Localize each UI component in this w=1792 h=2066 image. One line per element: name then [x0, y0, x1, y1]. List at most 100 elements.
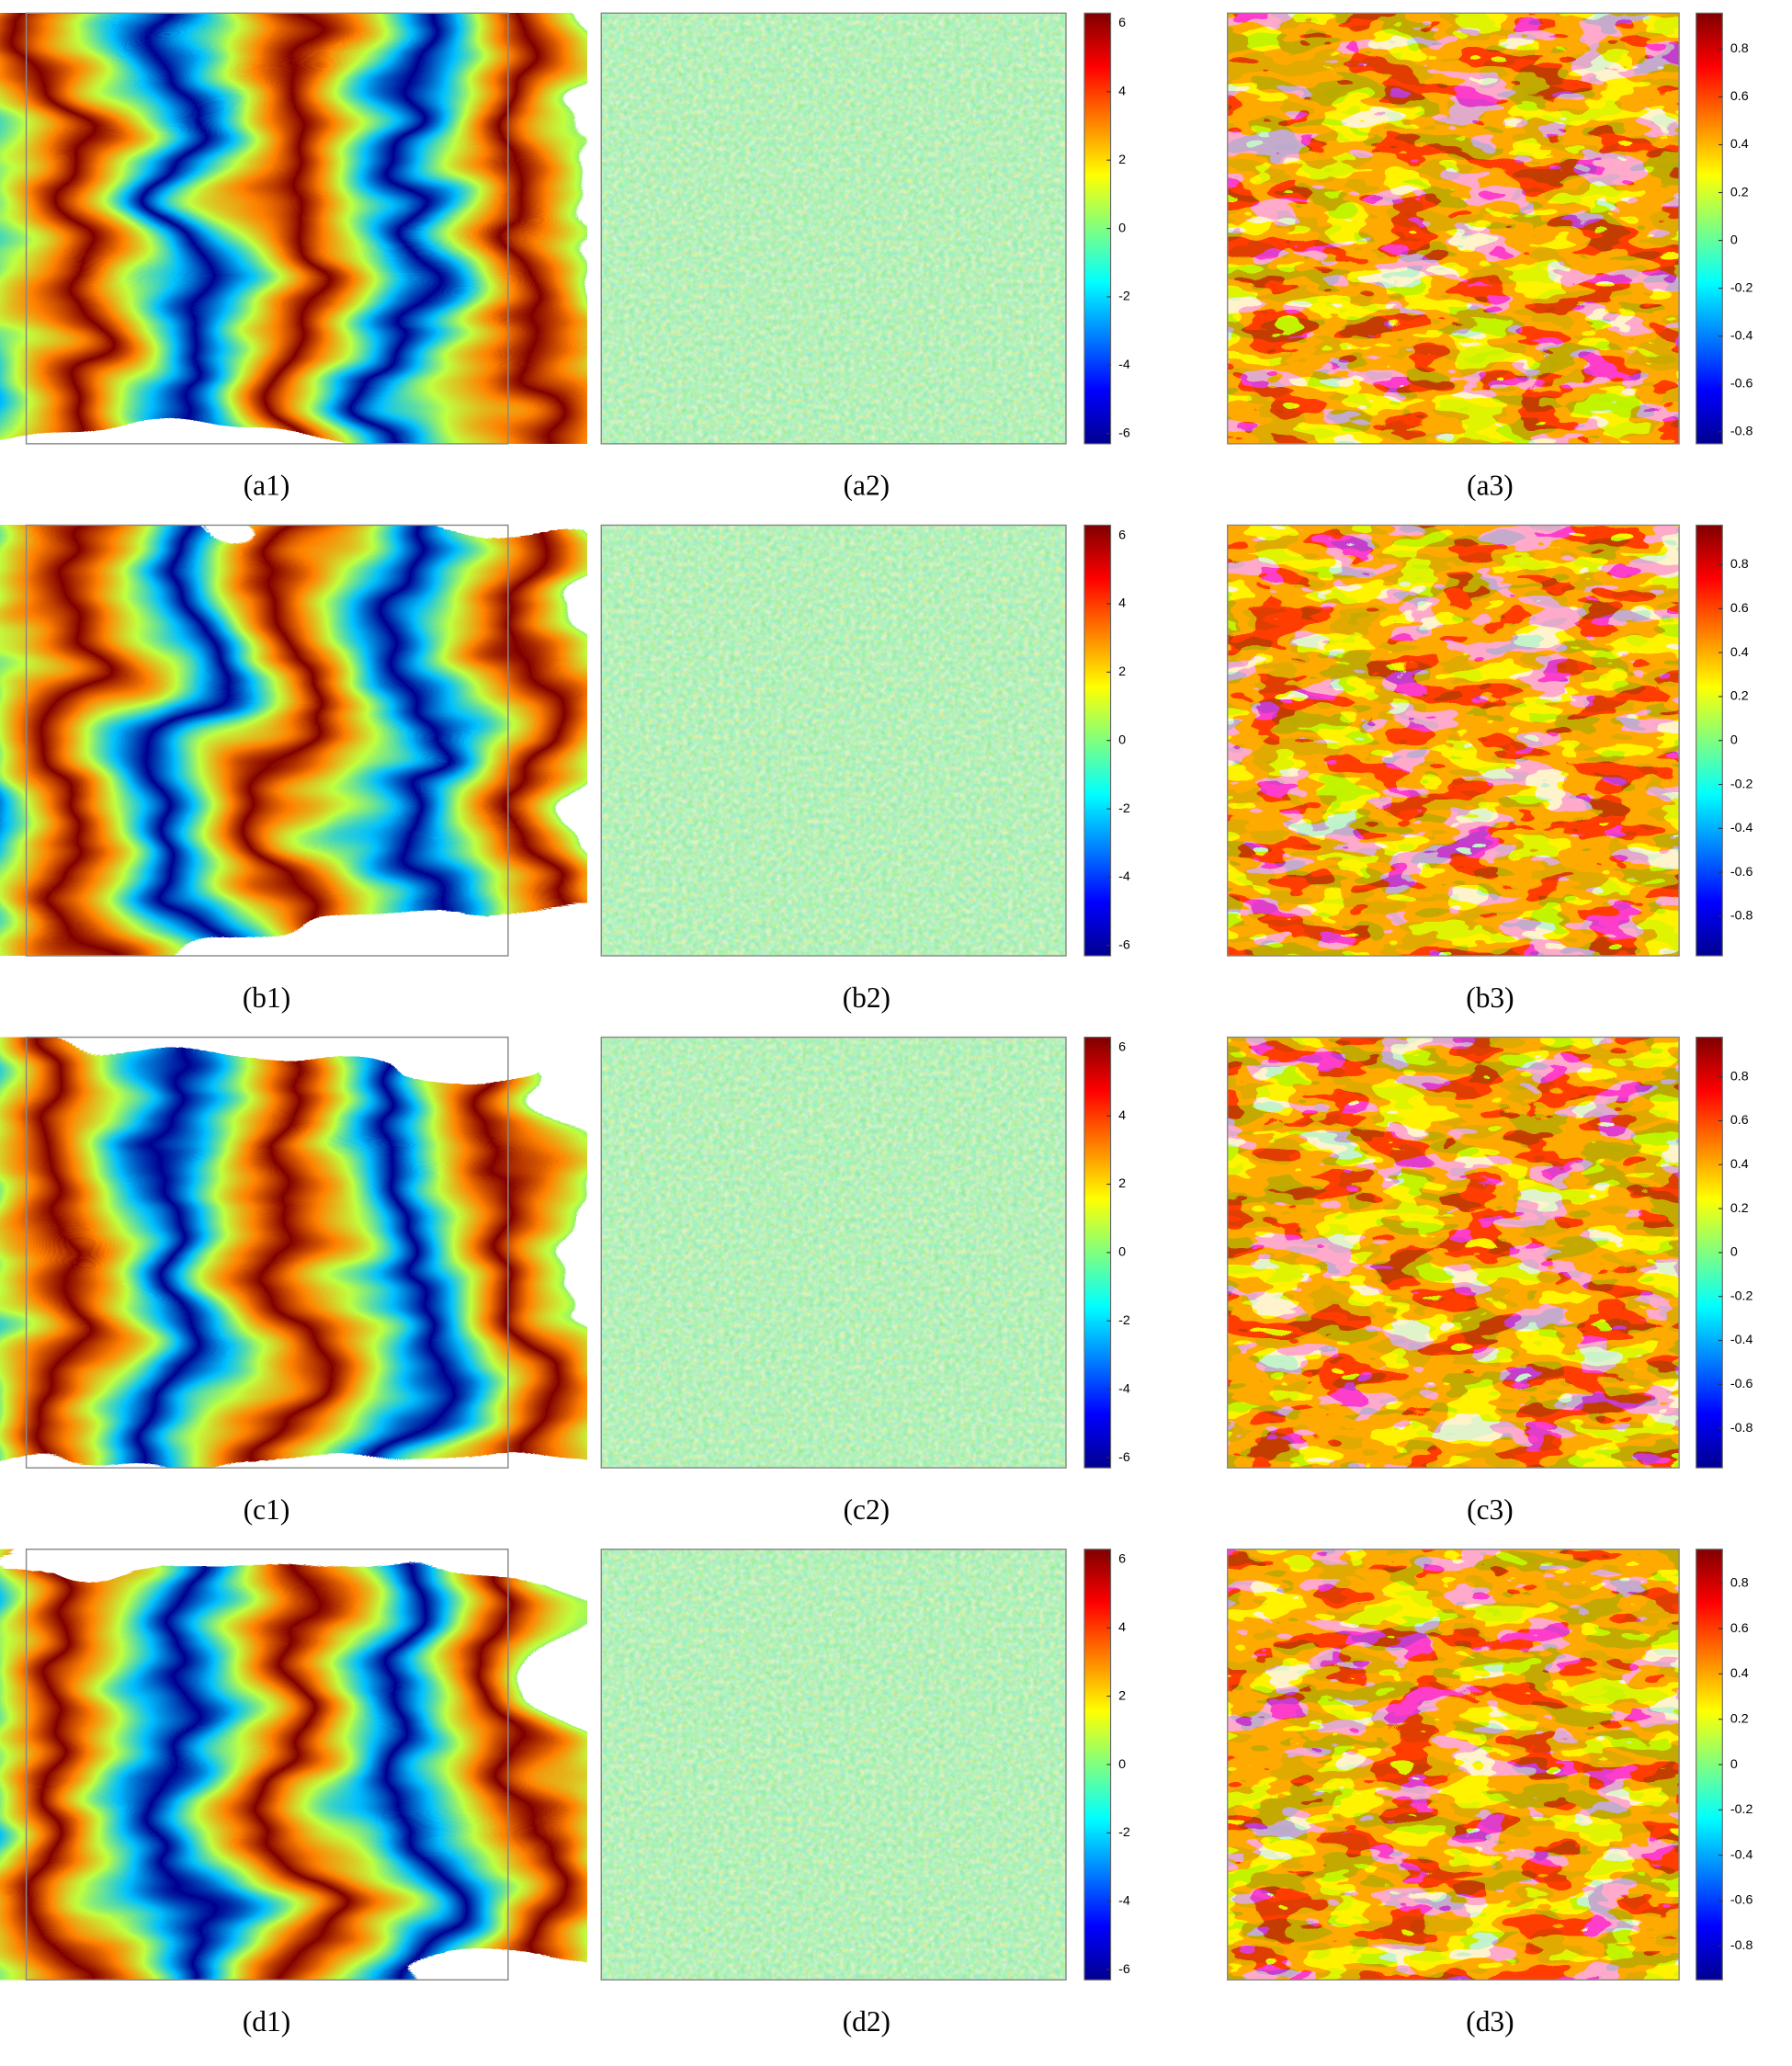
panel-label: (d2)	[843, 2005, 890, 2038]
panel-label: (d1)	[243, 2005, 290, 2038]
image	[601, 1037, 1066, 1469]
colorbar-tick-label: -0.4	[1730, 821, 1753, 835]
image-frame	[1227, 1036, 1680, 1469]
colorbar-tick-label: -2	[1118, 801, 1130, 816]
colorbar-tick-label: 0	[1730, 233, 1738, 247]
panel: (a1)	[0, 12, 587, 502]
colorbar-tick-label: -2	[1118, 1313, 1130, 1328]
colorbar-tick-label: 6	[1118, 1039, 1126, 1054]
colorbar-tick-label: -0.8	[1730, 425, 1753, 439]
panel-label: (a2)	[844, 470, 890, 502]
colorbar-tick-label: 0	[1118, 1757, 1126, 1772]
colorbar-tick-label: -0.4	[1730, 1333, 1753, 1347]
panel-label: (a3)	[1467, 470, 1514, 502]
colorbar-tick-label: 0	[1118, 732, 1126, 747]
image-frame	[600, 12, 1067, 445]
panel-label: (d3)	[1466, 2005, 1514, 2038]
colorbar-tick-label: 2	[1118, 1688, 1126, 1703]
panel: (c3) 0.8 0.6 0.4 0.2 0 -0.2 -0.4 -0.6 -0.8	[1227, 1036, 1753, 1526]
colorbar-tick-label: 4	[1118, 1620, 1126, 1635]
colorbar-tick-label: 4	[1118, 85, 1126, 99]
colorbar-tick-label: 6	[1118, 16, 1126, 30]
image-fill	[0, 1037, 587, 1469]
colorbar-tick-label: 0.2	[1730, 1711, 1749, 1726]
colorbar-tick-label: 0.4	[1730, 645, 1749, 660]
colorbar-tick-label: -0.6	[1730, 865, 1753, 880]
image-frame	[1227, 524, 1680, 957]
panel-label: (c3)	[1467, 1493, 1514, 1526]
colorbar-tick-label: 0	[1730, 732, 1738, 747]
panel: (d1)	[0, 1549, 587, 2038]
colorbar-tick-label: -6	[1118, 1962, 1130, 1977]
colorbar-tick-label: -0.8	[1730, 1421, 1753, 1436]
panel-label: (a1)	[244, 470, 290, 502]
image-frame	[1227, 12, 1680, 445]
colorbar-tick-label: 0.6	[1730, 1113, 1749, 1128]
image-fill	[0, 525, 587, 956]
image-frame	[600, 1036, 1067, 1469]
image-fill	[0, 1549, 587, 1981]
panel: (b1)	[0, 524, 587, 1014]
colorbar	[1083, 1037, 1112, 1469]
colorbar	[1083, 1549, 1112, 1981]
image	[1227, 525, 1680, 956]
colorbar-tick-label: 0.8	[1730, 557, 1749, 572]
colorbar-tick-label: -0.6	[1730, 1893, 1753, 1908]
colorbar-tick-label: 2	[1118, 664, 1126, 679]
colorbar-tick-label: 0.8	[1730, 1069, 1749, 1084]
colorbar	[1696, 1037, 1723, 1469]
colorbar-tick-label: -4	[1118, 1894, 1130, 1909]
colorbar-tick-label: 2	[1118, 153, 1126, 167]
image-fill	[0, 13, 587, 444]
colorbar-tick-label: 0.4	[1730, 137, 1749, 152]
colorbar-tick-label: 0.8	[1730, 1575, 1749, 1590]
colorbar-tick-label: 6	[1118, 1552, 1126, 1567]
colorbar-tick-label: 0.6	[1730, 601, 1749, 616]
panel: (b2) 6 4 2 0 -2 -4 -6	[600, 524, 1130, 1014]
colorbar-tick-label: -0.2	[1730, 280, 1753, 295]
colorbar-tick-label: -6	[1118, 426, 1130, 440]
panel-label: (b3)	[1466, 982, 1514, 1014]
panel: (d2) 6 4 2 0 -2 -4 -6	[600, 1549, 1130, 2038]
image-frame	[600, 524, 1067, 957]
colorbar	[1696, 1549, 1723, 1981]
colorbar-tick-label: -4	[1118, 869, 1130, 884]
colorbar-tick-label: 6	[1118, 528, 1126, 542]
image	[601, 1549, 1066, 1981]
colorbar-tick-label: 0.6	[1730, 1621, 1749, 1636]
panel: (b3) 0.8 0.6 0.4 0.2 0 -0.2 -0.4 -0.6 -0.8	[1227, 524, 1753, 1014]
colorbar-tick-label: -0.2	[1730, 1802, 1753, 1817]
image-frame	[25, 1549, 509, 1981]
colorbar-tick-label: -0.4	[1730, 1847, 1753, 1862]
colorbar	[1083, 524, 1112, 957]
colorbar-tick-label: 0.8	[1730, 41, 1749, 56]
colorbar	[1083, 12, 1112, 445]
colorbar-tick-label: -0.8	[1730, 909, 1753, 924]
image-frame	[1227, 1549, 1680, 1981]
image	[601, 13, 1066, 444]
colorbar-tick-label: 0.4	[1730, 1666, 1749, 1681]
panel: (c2) 6 4 2 0 -2 -4 -6	[600, 1036, 1130, 1526]
colorbar-tick-label: -0.2	[1730, 1288, 1753, 1303]
colorbar-tick-label: -2	[1118, 1825, 1130, 1840]
colorbar-tick-label: 0	[1118, 1245, 1126, 1260]
colorbar	[1696, 12, 1723, 445]
colorbar-tick-label: 0	[1730, 1245, 1738, 1260]
image	[0, 1037, 587, 1469]
colorbar-tick-label: -6	[1118, 938, 1130, 953]
colorbar-tick-label: 0	[1730, 1757, 1738, 1772]
image-frame	[600, 1549, 1067, 1981]
panel: (d3) 0.8 0.6 0.4 0.2 0 -0.2 -0.4 -0.6 -0.8	[1227, 1549, 1753, 2038]
panel: (c1)	[0, 1036, 587, 1526]
colorbar-tick-label: -0.4	[1730, 328, 1753, 343]
image	[1227, 13, 1680, 444]
image	[0, 13, 587, 444]
colorbar-tick-label: 0	[1118, 221, 1126, 235]
colorbar-tick-label: -6	[1118, 1450, 1130, 1465]
image	[0, 1549, 587, 1981]
colorbar-tick-label: 0.6	[1730, 89, 1749, 104]
image	[1227, 1549, 1680, 1981]
image	[0, 525, 587, 956]
colorbar-tick-label: -0.2	[1730, 777, 1753, 791]
